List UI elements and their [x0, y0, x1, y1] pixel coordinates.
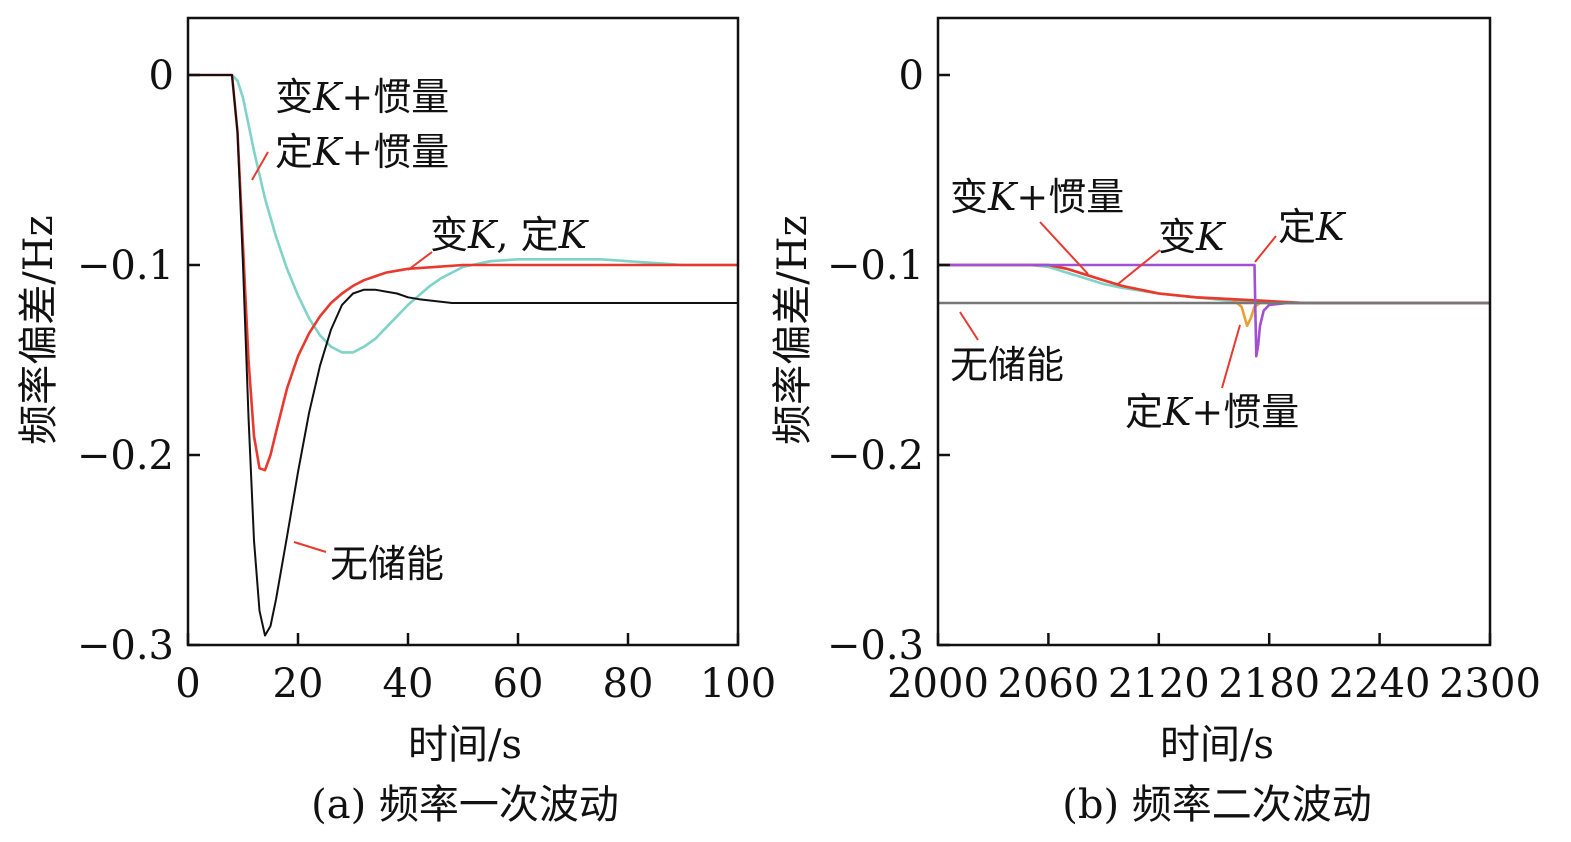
annotation-b-variable-k: 变K	[1158, 215, 1227, 259]
annotation-italic: K	[1195, 215, 1227, 259]
annotation-part: +惯量	[341, 75, 449, 119]
annotation-italic: K	[987, 175, 1019, 219]
annotation-part: 定	[1278, 205, 1316, 249]
panel-a-series-line-2	[188, 74, 738, 637]
annotation-italic: K	[558, 213, 590, 257]
panel-a-plot-frame	[186, 16, 740, 647]
annotation-italic: K	[312, 130, 344, 174]
annotation-part: 变	[430, 213, 468, 257]
panel-b-series-line-1	[938, 263, 1490, 328]
panel-a-y-tick-label: 0	[149, 53, 174, 99]
panel-b-x-axis-label: 时间/s	[1160, 722, 1274, 768]
annotation-a-no-storage: 无储能	[330, 542, 444, 586]
annotation-a-fixed-k-inertia-leader	[251, 151, 269, 181]
panel-b-y-tick-label: −0.2	[827, 433, 924, 479]
panel-a-x-tick-label: 100	[700, 661, 776, 707]
panel-a-y-tick-label: −0.1	[77, 243, 174, 289]
annotation-a-no-storage-leader	[293, 541, 327, 553]
panel-a-y-axis-label: 频率偏差/Hz	[16, 215, 62, 444]
panel-a-x-tick-label: 80	[603, 661, 654, 707]
panel-a-series-line-1	[188, 73, 738, 472]
panel-b-x-tick-label: 2240	[1329, 661, 1431, 707]
panel-a-series-line-0	[188, 73, 738, 354]
panel-b-x-tick-label: 2180	[1218, 661, 1320, 707]
panel-b-plot-frame	[936, 16, 1492, 647]
annotation-part: 定	[275, 130, 313, 174]
annotation-a-variable-k-fixed-k: 变K, 定K	[430, 213, 590, 257]
panel-b-y-tick-label: −0.1	[827, 243, 924, 289]
panel-a-x-tick-label: 0	[175, 661, 200, 707]
panel-a-x-tick-label: 20	[273, 661, 324, 707]
annotation-part: +惯量	[1016, 175, 1124, 219]
panel-a: 0 20 40 60 80 100 0 −0.1 −0.2 −0.3 频率偏差/Hz 时间/s (…	[16, 16, 776, 828]
panel-b-y-tick-label: 0	[899, 53, 924, 99]
panel-b-y-axis-label: 频率偏差/Hz	[770, 215, 816, 444]
panel-a-x-axis-label: 时间/s	[408, 722, 522, 768]
panel-b-curves	[938, 263, 1490, 358]
panel-b-x-tick-label: 2060	[998, 661, 1100, 707]
annotation-part: 变	[950, 175, 988, 219]
annotation-part: , 定	[496, 213, 558, 257]
annotation-italic: K	[467, 213, 499, 257]
annotation-b-variable-k-inertia: 变K+惯量	[950, 175, 1124, 219]
panel-a-y-tick-label: −0.3	[77, 623, 174, 669]
annotation-part: 变	[1158, 215, 1196, 259]
panel-b-y-tick-label: −0.3	[827, 623, 924, 669]
panel-b-series-line-2	[938, 263, 1490, 305]
annotation-b-variable-k-leader	[1117, 249, 1161, 285]
panel-a-curves	[188, 73, 738, 637]
annotation-part: 定	[1125, 390, 1163, 434]
panel-b-x-tick-label: 2300	[1439, 661, 1541, 707]
panel-b-x-tick-label: 2000	[887, 661, 989, 707]
panel-b-axes: 2000 2060 2120 2180 2240 2300 0 −0.1 −0.2 −0.3	[827, 16, 1541, 707]
annotation-a-variable-k-inertia: 变K+惯量	[275, 75, 449, 119]
annotation-part: 变	[275, 75, 313, 119]
annotation-b-no-storage: 无储能	[950, 343, 1064, 387]
panel-a-x-tick-label: 40	[383, 661, 434, 707]
annotation-b-variable-k-inertia-leader	[1039, 221, 1089, 275]
panel-b-x-tick-label: 2120	[1108, 661, 1210, 707]
panel-b-caption: (b) 频率二次波动	[1062, 782, 1372, 828]
panel-a-caption: (a) 频率一次波动	[311, 782, 619, 828]
annotation-part: +惯量	[341, 130, 449, 174]
annotation-italic: K	[1162, 390, 1194, 434]
annotation-b-no-storage-leader	[959, 311, 979, 341]
panel-b: 2000 2060 2120 2180 2240 2300 0 −0.1 −0.2 −0.3 频率…	[770, 16, 1541, 828]
panel-a-x-tick-label: 60	[493, 661, 544, 707]
panel-a-axes: 0 20 40 60 80 100 0 −0.1 −0.2 −0.3	[77, 16, 776, 707]
annotation-b-fixed-k-leader	[1254, 235, 1277, 263]
annotation-italic: K	[1315, 205, 1347, 249]
annotation-a-variable-k-fixed-k-leader	[407, 251, 433, 271]
annotation-b-fixed-k: 定K	[1278, 205, 1347, 249]
annotation-b-fixed-k-inertia-leader	[1221, 324, 1241, 389]
annotation-italic: K	[312, 75, 344, 119]
annotation-a-fixed-k-inertia: 定K+惯量	[275, 130, 449, 174]
annotation-b-fixed-k-inertia: 定K+惯量	[1125, 390, 1299, 434]
panel-a-y-tick-label: −0.2	[77, 433, 174, 479]
annotation-part: +惯量	[1191, 390, 1299, 434]
